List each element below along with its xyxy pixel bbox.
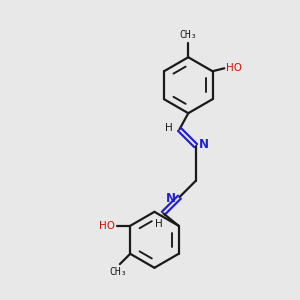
Text: N: N (166, 192, 176, 205)
Text: CH₃: CH₃ (179, 30, 197, 40)
Text: H: H (165, 123, 173, 133)
Text: HO: HO (100, 221, 116, 231)
Text: H: H (155, 219, 163, 229)
Text: N: N (199, 138, 209, 151)
Text: CH₃: CH₃ (110, 267, 127, 277)
Text: HO: HO (226, 63, 242, 73)
